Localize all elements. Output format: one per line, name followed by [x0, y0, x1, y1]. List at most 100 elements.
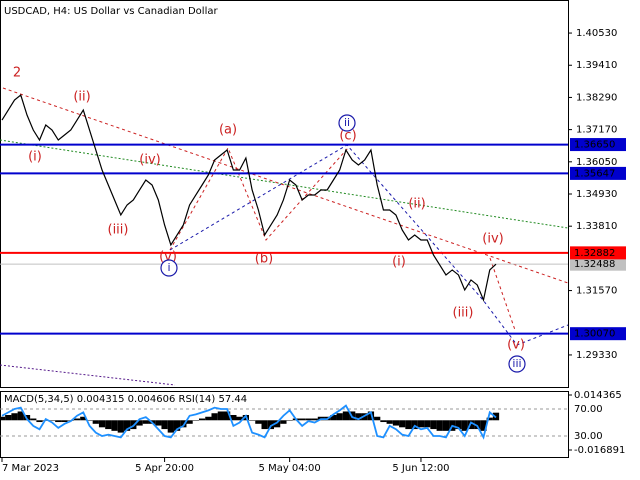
macd-bar	[442, 420, 450, 431]
macd-bar	[48, 420, 56, 421]
macd-bar	[424, 420, 431, 428]
macd-bar	[386, 420, 393, 424]
x-tick-label: 5 Jun 12:00	[392, 463, 449, 474]
indicator-title: MACD(5,34,5) 0.004315 0.004606 RSI(14) 5…	[4, 394, 247, 405]
wave-label: (i)	[392, 255, 406, 270]
macd-bar	[105, 420, 112, 430]
wave-label: (a)	[219, 123, 237, 138]
macd-bar	[411, 420, 418, 430]
purple-trend-line	[0, 364, 176, 386]
wave-label: (iv)	[482, 232, 503, 247]
red-trend-line	[2, 87, 569, 284]
macd-bar	[55, 420, 62, 423]
macd-bar	[230, 414, 237, 421]
macd-bar	[380, 420, 387, 423]
price-line	[1, 94, 497, 302]
macd-bar	[5, 414, 12, 421]
y-tick-label: 1.29330	[576, 350, 617, 361]
macd-bar	[480, 420, 487, 431]
macd-bar	[155, 420, 162, 426]
macd-bar	[223, 411, 231, 421]
macd-bar	[405, 420, 412, 430]
wave-label: (ii)	[408, 197, 425, 212]
macd-bar	[180, 420, 187, 428]
macd-bar	[374, 416, 381, 421]
macd-bar	[311, 418, 318, 421]
macd-bar	[167, 420, 174, 433]
wave-label: (iv)	[139, 153, 160, 168]
macd-bar	[474, 420, 481, 430]
macd-bar	[11, 413, 18, 421]
macd-bar	[399, 420, 406, 428]
macd-bar	[161, 420, 168, 430]
last-price-label: 1.32488	[574, 259, 615, 270]
macd-bar	[392, 420, 400, 426]
macd-bar	[92, 420, 99, 424]
red-wave-line	[169, 146, 349, 251]
wave-label: (b)	[255, 252, 273, 267]
macd-bar	[61, 420, 68, 423]
level-box	[570, 246, 626, 260]
macd-bar	[142, 420, 149, 424]
y-tick-label: 1.39410	[576, 60, 617, 71]
macd-bar	[274, 420, 281, 428]
macd-bar	[198, 418, 206, 421]
macd-bar	[299, 418, 306, 421]
y-tick-label: 1.33810	[576, 221, 617, 232]
macd-bar	[430, 420, 437, 430]
red-projection-line	[489, 257, 516, 331]
y2-tick-label: 70.00	[574, 404, 603, 415]
macd-bar	[455, 420, 462, 430]
macd-bar	[98, 420, 106, 428]
y-tick-label: 1.37170	[576, 125, 617, 136]
macd-bar	[461, 420, 468, 431]
blue-wave-line	[169, 144, 569, 346]
macd-bar	[255, 420, 262, 424]
macd-bar	[486, 417, 493, 421]
macd-bar	[236, 416, 243, 421]
macd-bar	[123, 420, 131, 431]
macd-bar	[330, 414, 337, 421]
last-price-box	[570, 257, 626, 271]
wave-label: ii	[344, 116, 350, 129]
y-tick-label: 1.38290	[576, 92, 617, 103]
macd-bar	[117, 420, 124, 433]
macd-bar	[0, 416, 6, 421]
wave-label: (iii)	[453, 306, 474, 321]
rsi-line	[1, 404, 497, 440]
macd-bar	[336, 413, 343, 421]
wave-circle	[508, 355, 526, 373]
macd-bar	[111, 420, 118, 431]
level-label: 1.36650	[574, 140, 615, 151]
trend-lines	[0, 87, 569, 386]
macd-bar	[86, 420, 93, 421]
macd-bar	[17, 411, 24, 421]
chart-title: USDCAD, H4: US Dollar vs Canadian Dollar	[4, 6, 218, 17]
level-label: 1.32882	[574, 248, 615, 259]
y2-tick-label: 30.00	[574, 431, 603, 442]
macd-bar	[261, 420, 268, 430]
macd-bar	[249, 420, 256, 421]
y-tick-label: 1.36050	[576, 157, 617, 168]
macd-bar	[211, 413, 218, 421]
y-tick-label: 1.34930	[576, 189, 617, 200]
macd-bar	[205, 416, 212, 421]
x-tick-label: 7 Mar 2023	[2, 463, 59, 474]
level-label: 1.30070	[574, 329, 615, 340]
macd-bar	[280, 420, 287, 424]
macd-bar	[186, 420, 193, 424]
wave-label: i	[167, 261, 170, 274]
y-tick-label: 1.31570	[576, 286, 617, 297]
macd-bar	[173, 420, 181, 431]
macd-bar	[30, 418, 37, 421]
macd-bar	[267, 420, 275, 430]
wave-label: (v)	[507, 338, 525, 353]
level-label: 1.35647	[574, 168, 615, 179]
wave-circle	[338, 114, 356, 132]
macd-bar	[217, 411, 224, 421]
level-box	[570, 138, 626, 152]
wave-label: iii	[512, 357, 521, 370]
macd-bar	[467, 420, 475, 430]
wave-label: (i)	[28, 150, 42, 165]
